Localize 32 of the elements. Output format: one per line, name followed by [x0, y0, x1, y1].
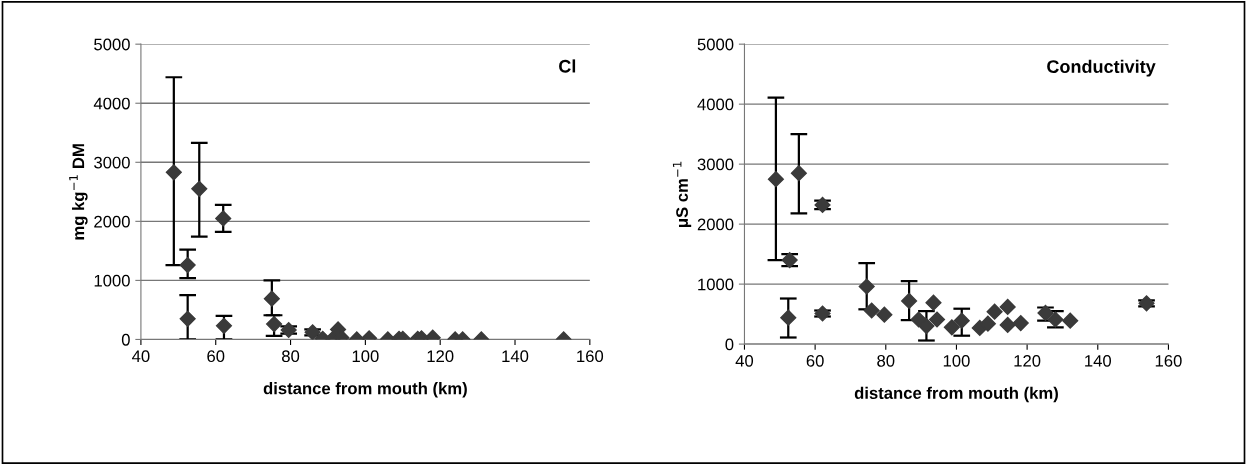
text: Conductivity: [1047, 59, 1156, 77]
y-tick-label: 3000: [697, 158, 734, 171]
y-tick-label: 4000: [697, 98, 734, 111]
y-tick-label: 0: [121, 333, 130, 346]
y-tick-label: 1000: [698, 278, 734, 291]
x-tick-label: 60: [806, 354, 824, 367]
x-tick-label: 100: [352, 350, 379, 363]
x-tick-label: 120: [1014, 354, 1041, 367]
x-tick-label: 100: [943, 354, 970, 367]
x-axis-title: distance from mouth (km): [854, 386, 1058, 403]
x-tick-label: 160: [577, 350, 604, 363]
y-tick-label: 5000: [94, 38, 130, 51]
y-tick-label: 4000: [93, 97, 130, 110]
x-tick-label: 140: [1085, 354, 1112, 367]
y-tick-label: 1000: [94, 274, 130, 287]
x-tick-label: 80: [877, 354, 895, 367]
text: Cl: [559, 59, 576, 73]
x-axis-title: distance from mouth (km): [263, 382, 467, 398]
y-axis-title: mg kg$^{−1}$ DM: [69, 144, 88, 240]
y-axis-title: μS cm$^{−1}$: [672, 161, 692, 227]
x-tick-label: 40: [132, 350, 150, 363]
x-tick-label: 80: [282, 350, 300, 363]
y-tick-label: 2000: [697, 218, 734, 231]
y-tick-label: 5000: [697, 38, 734, 51]
x-tick-label: 40: [735, 354, 754, 367]
x-tick-label: 120: [427, 350, 454, 363]
x-tick-label: 140: [502, 350, 529, 363]
y-tick-label: 3000: [94, 156, 130, 169]
x-tick-label: 60: [207, 350, 225, 363]
y-tick-label: 0: [725, 338, 734, 351]
x-tick-label: 160: [1155, 354, 1182, 367]
y-tick-label: 2000: [94, 215, 130, 228]
